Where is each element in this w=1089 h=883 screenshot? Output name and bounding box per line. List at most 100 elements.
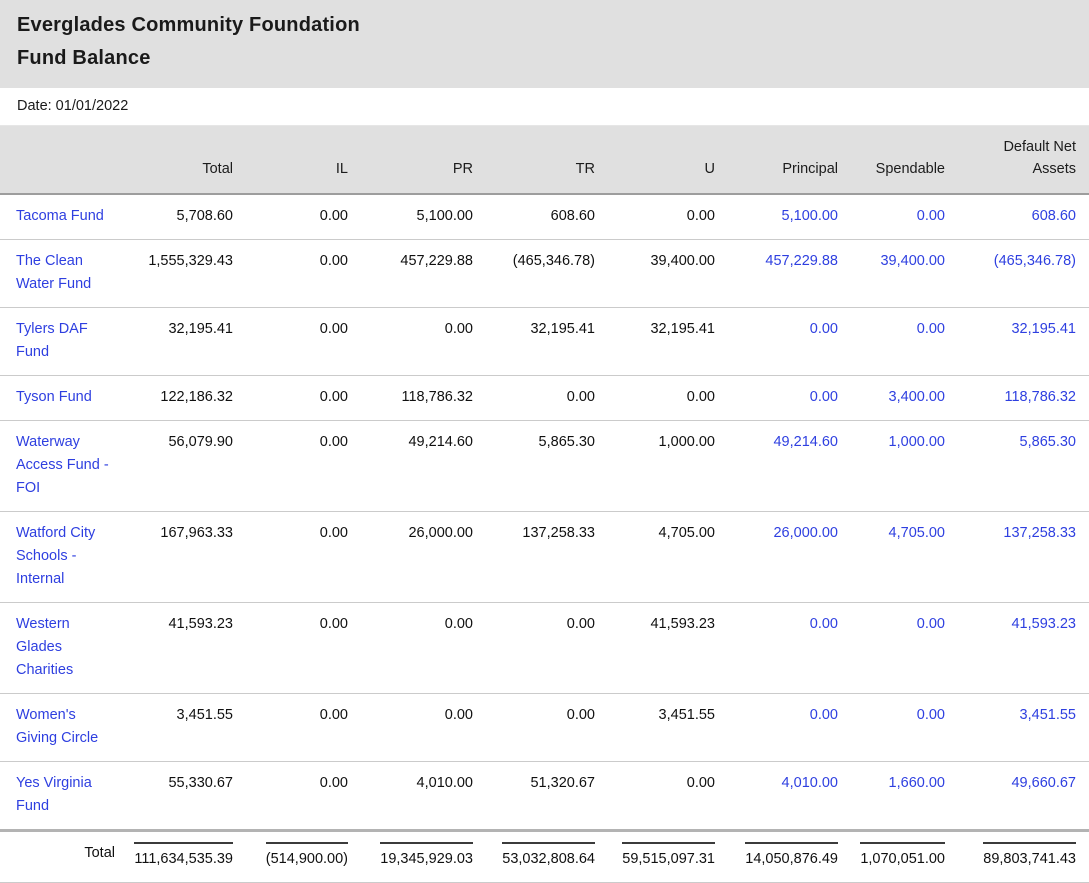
cell-principal-link[interactable]: 0.00 bbox=[809, 321, 838, 337]
total-row-label: Total bbox=[0, 829, 125, 883]
cell-il: 0.00 bbox=[246, 375, 361, 421]
col-header-u: U bbox=[608, 126, 728, 195]
cell-pr: 26,000.00 bbox=[361, 511, 486, 603]
cell-principal-link[interactable]: 5,100.00 bbox=[781, 208, 838, 224]
cell-pr: 457,229.88 bbox=[361, 239, 486, 308]
cell-il: 0.00 bbox=[246, 239, 361, 308]
cell-u: 0.00 bbox=[608, 761, 728, 831]
cell-il: 0.00 bbox=[246, 693, 361, 762]
fund-row: Western Glades Charities 41,593.23 0.00 … bbox=[0, 602, 1089, 694]
fund-row: Tylers DAF Fund 32,195.41 0.00 0.00 32,1… bbox=[0, 307, 1089, 376]
cell-spendable-link[interactable]: 39,400.00 bbox=[880, 253, 945, 269]
cell-principal-link[interactable]: 49,214.60 bbox=[773, 434, 838, 450]
total-pr: 19,345,929.03 bbox=[380, 842, 473, 871]
cell-principal-link[interactable]: 26,000.00 bbox=[773, 525, 838, 541]
cell-spendable-link[interactable]: 4,705.00 bbox=[888, 525, 945, 541]
cell-pr: 118,786.32 bbox=[361, 375, 486, 421]
fund-link[interactable]: Tyson Fund bbox=[16, 389, 92, 405]
cell-il: 0.00 bbox=[246, 511, 361, 603]
cell-principal-link[interactable]: 0.00 bbox=[809, 389, 838, 405]
cell-spendable-link[interactable]: 0.00 bbox=[916, 208, 945, 224]
cell-u: 3,451.55 bbox=[608, 693, 728, 762]
cell-u: 4,705.00 bbox=[608, 511, 728, 603]
fund-row: Tacoma Fund 5,708.60 0.00 5,100.00 608.6… bbox=[0, 194, 1089, 240]
cell-total: 3,451.55 bbox=[125, 693, 246, 762]
col-header-default-net-assets: Default Net Assets bbox=[958, 126, 1089, 195]
col-header-pr: PR bbox=[361, 126, 486, 195]
cell-total: 41,593.23 bbox=[125, 602, 246, 694]
cell-il: 0.00 bbox=[246, 761, 361, 831]
cell-total: 56,079.90 bbox=[125, 420, 246, 512]
cell-default-net-assets-link[interactable]: 137,258.33 bbox=[1003, 525, 1076, 541]
cell-principal-link[interactable]: 4,010.00 bbox=[781, 775, 838, 791]
cell-spendable-link[interactable]: 3,400.00 bbox=[888, 389, 945, 405]
total-u: 59,515,097.31 bbox=[622, 842, 715, 871]
fund-row: Tyson Fund 122,186.32 0.00 118,786.32 0.… bbox=[0, 375, 1089, 421]
fund-balance-table: Total IL PR TR U Principal Spendable Def… bbox=[0, 126, 1089, 883]
org-name: Everglades Community Foundation bbox=[17, 14, 360, 36]
total-spendable: 1,070,051.00 bbox=[860, 842, 945, 871]
total-il: (514,900.00) bbox=[265, 842, 348, 871]
cell-spendable-link[interactable]: 1,660.00 bbox=[888, 775, 945, 791]
col-header-total: Total bbox=[125, 126, 246, 195]
cell-principal-link[interactable]: 0.00 bbox=[809, 707, 838, 723]
cell-u: 32,195.41 bbox=[608, 307, 728, 376]
cell-pr: 0.00 bbox=[361, 602, 486, 694]
cell-default-net-assets-link[interactable]: 32,195.41 bbox=[1011, 321, 1076, 337]
fund-link[interactable]: Watford City Schools - Internal bbox=[16, 525, 96, 587]
cell-total: 55,330.67 bbox=[125, 761, 246, 831]
fund-link[interactable]: The Clean Water Fund bbox=[16, 253, 92, 292]
cell-il: 0.00 bbox=[246, 194, 361, 240]
cell-spendable-link[interactable]: 0.00 bbox=[916, 707, 945, 723]
cell-default-net-assets-link[interactable]: 118,786.32 bbox=[1004, 389, 1077, 405]
cell-total: 5,708.60 bbox=[125, 194, 246, 240]
cell-il: 0.00 bbox=[246, 307, 361, 376]
report-name: Fund Balance bbox=[17, 47, 151, 69]
fund-link[interactable]: Tylers DAF Fund bbox=[16, 321, 88, 360]
fund-row: Watford City Schools - Internal 167,963.… bbox=[0, 511, 1089, 603]
col-header-il: IL bbox=[246, 126, 361, 195]
cell-principal-link[interactable]: 457,229.88 bbox=[765, 253, 838, 269]
cell-total: 32,195.41 bbox=[125, 307, 246, 376]
fund-row: The Clean Water Fund 1,555,329.43 0.00 4… bbox=[0, 239, 1089, 308]
cell-pr: 0.00 bbox=[361, 693, 486, 762]
fund-row: Women's Giving Circle 3,451.55 0.00 0.00… bbox=[0, 693, 1089, 762]
cell-tr: 0.00 bbox=[486, 693, 608, 762]
cell-default-net-assets-link[interactable]: (465,346.78) bbox=[993, 253, 1076, 269]
cell-u: 0.00 bbox=[608, 375, 728, 421]
cell-principal-link[interactable]: 0.00 bbox=[809, 616, 838, 632]
cell-default-net-assets-link[interactable]: 608.60 bbox=[1031, 208, 1076, 224]
report-title-band: Everglades Community Foundation Fund Bal… bbox=[0, 0, 1089, 88]
fund-link[interactable]: Western Glades Charities bbox=[16, 616, 74, 678]
cell-pr: 49,214.60 bbox=[361, 420, 486, 512]
cell-total: 122,186.32 bbox=[125, 375, 246, 421]
col-header-principal: Principal bbox=[728, 126, 851, 195]
cell-default-net-assets-link[interactable]: 3,451.55 bbox=[1019, 707, 1076, 723]
cell-pr: 5,100.00 bbox=[361, 194, 486, 240]
cell-default-net-assets-link[interactable]: 49,660.67 bbox=[1011, 775, 1076, 791]
fund-link[interactable]: Tacoma Fund bbox=[16, 208, 104, 224]
cell-default-net-assets-link[interactable]: 5,865.30 bbox=[1019, 434, 1076, 450]
cell-spendable-link[interactable]: 1,000.00 bbox=[888, 434, 945, 450]
fund-link[interactable]: Waterway Access Fund - FOI bbox=[16, 434, 109, 496]
report-date: Date: 01/01/2022 bbox=[0, 88, 1089, 126]
cell-spendable-link[interactable]: 0.00 bbox=[916, 321, 945, 337]
total-default-net-assets: 89,803,741.43 bbox=[983, 842, 1076, 871]
cell-tr: 32,195.41 bbox=[486, 307, 608, 376]
cell-tr: 608.60 bbox=[486, 194, 608, 240]
cell-u: 41,593.23 bbox=[608, 602, 728, 694]
cell-il: 0.00 bbox=[246, 420, 361, 512]
cell-u: 0.00 bbox=[608, 194, 728, 240]
col-header-fund bbox=[0, 126, 125, 195]
total-tr: 53,032,808.64 bbox=[502, 842, 595, 871]
fund-link[interactable]: Women's Giving Circle bbox=[16, 707, 99, 746]
cell-il: 0.00 bbox=[246, 602, 361, 694]
cell-spendable-link[interactable]: 0.00 bbox=[916, 616, 945, 632]
cell-total: 167,963.33 bbox=[125, 511, 246, 603]
fund-link[interactable]: Yes Virginia Fund bbox=[16, 775, 92, 814]
cell-default-net-assets-link[interactable]: 41,593.23 bbox=[1011, 616, 1076, 632]
cell-tr: (465,346.78) bbox=[486, 239, 608, 308]
cell-u: 1,000.00 bbox=[608, 420, 728, 512]
cell-total: 1,555,329.43 bbox=[125, 239, 246, 308]
cell-pr: 4,010.00 bbox=[361, 761, 486, 831]
